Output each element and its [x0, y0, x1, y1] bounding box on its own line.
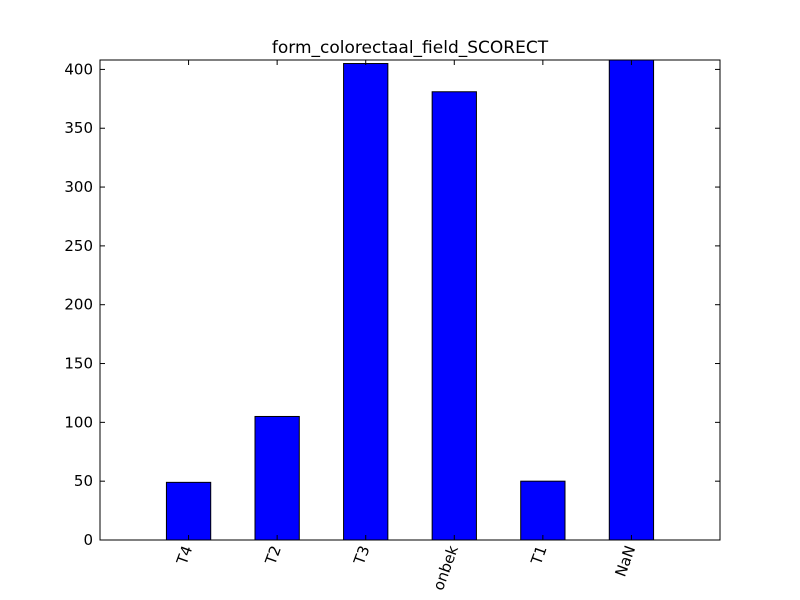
y-tick-label: 50	[74, 472, 93, 490]
y-tick-label: 300	[64, 178, 93, 196]
bar-t3	[343, 63, 389, 541]
bar-t4	[165, 481, 212, 541]
x-tick-label-t2: T2	[261, 543, 285, 568]
y-tick-label: 0	[83, 531, 93, 549]
x-tick-label-t1: T1	[527, 543, 551, 568]
y-tick-label: 200	[64, 296, 93, 314]
y-tick-label: 400	[64, 60, 93, 78]
y-tick-label: 100	[64, 413, 93, 431]
x-tick-label-t4: T4	[173, 543, 197, 568]
x-tick-label-t3: T3	[350, 543, 374, 568]
bar-t1	[520, 480, 566, 541]
bar-nan	[608, 59, 655, 541]
y-tick-label: 350	[64, 119, 93, 137]
bar-onbek	[431, 91, 477, 541]
y-tick-label: 250	[64, 237, 93, 255]
chart-title: form_colorectaal_field_SCORECT	[272, 38, 549, 58]
bar-t2	[254, 415, 300, 541]
plot-area: 0 50 100 150 200 250 300 350 400 T4 T2 T3 onbek T1 NaN	[64, 59, 721, 593]
y-tick-label: 150	[64, 355, 93, 373]
axes-frame	[99, 59, 721, 541]
x-tick-label-onbek: onbek	[429, 543, 462, 593]
x-tick-label-nan: NaN	[611, 543, 639, 579]
